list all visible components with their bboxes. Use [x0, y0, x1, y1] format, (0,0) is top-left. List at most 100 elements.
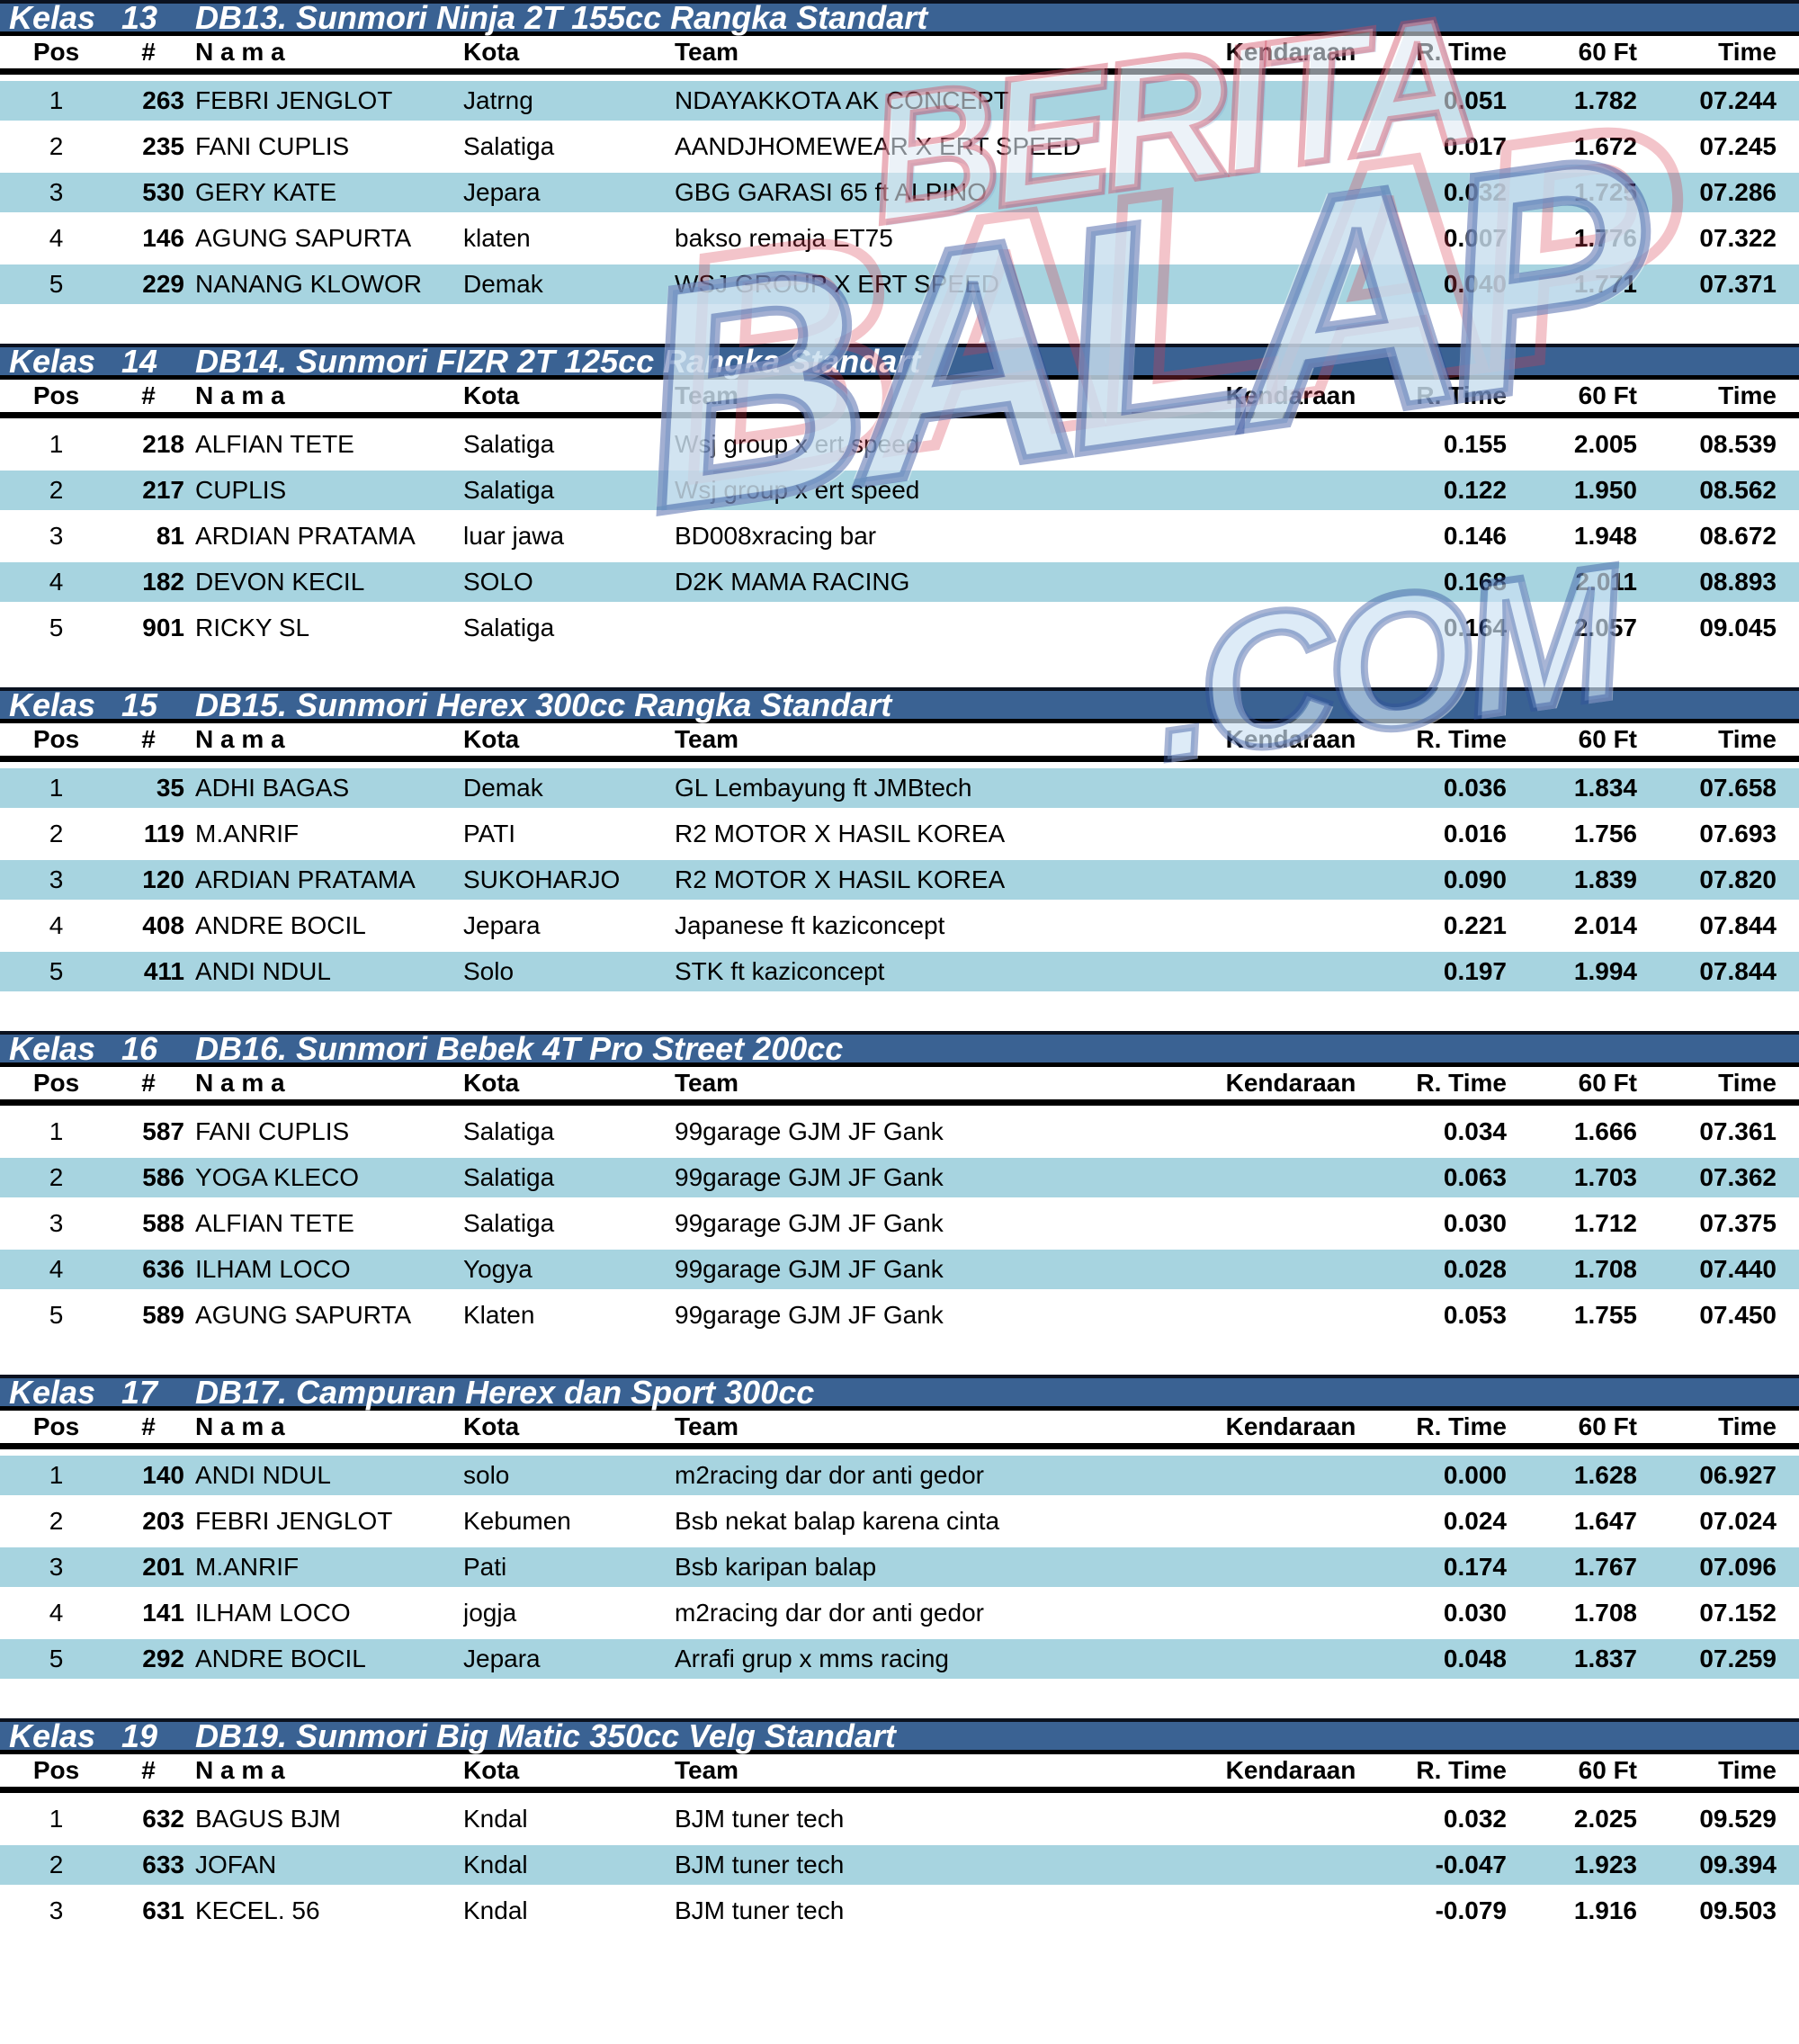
cell-team: m2racing dar dor anti gedor: [675, 1599, 984, 1627]
cell-rtime: 0.030: [1443, 1209, 1507, 1237]
cell-num: 35: [156, 774, 184, 802]
cell-num: 141: [142, 1599, 184, 1627]
cell-team: bakso remaja ET75: [675, 224, 893, 252]
result-row: 4 636 ILHAM LOCO Yogya 99garage GJM JF Gank 0…: [0, 1250, 1799, 1289]
cell-sixty: 1.771: [1573, 270, 1637, 298]
column-header-team: Team: [675, 1412, 739, 1440]
cell-rtime: -0.079: [1435, 1896, 1507, 1924]
result-row: 5 292 ANDRE BOCIL Jepara Arrafi grup x mms r…: [0, 1639, 1799, 1679]
cell-rtime: 0.028: [1443, 1255, 1507, 1283]
column-header-time: Time: [1718, 725, 1777, 753]
column-header-nama: N a m a: [195, 38, 285, 66]
cell-team: GBG GARASI 65 ft ALPINO: [675, 178, 988, 206]
cell-rtime: -0.047: [1435, 1851, 1507, 1878]
cell-nama: ANDI NDUL: [195, 1461, 331, 1489]
cell-nama: ILHAM LOCO: [195, 1255, 351, 1283]
cell-kota: Salatiga: [463, 614, 555, 641]
cell-team: WSJ GROUP X ERT SPEED: [675, 270, 999, 298]
cell-sixty: 1.628: [1573, 1461, 1637, 1489]
column-header-nama: N a m a: [195, 725, 285, 753]
cell-pos: 3: [49, 178, 64, 206]
kelas-number: 16: [121, 1029, 158, 1067]
cell-kota: Solo: [463, 957, 515, 985]
cell-rtime: 0.146: [1443, 522, 1507, 550]
cell-nama: ANDI NDUL: [195, 957, 331, 985]
column-header-kota: Kota: [463, 725, 520, 753]
cell-team: Bsb karipan balap: [675, 1553, 877, 1581]
cell-team: BD008xracing bar: [675, 522, 877, 550]
result-row: 3 120 ARDIAN PRATAMA SUKOHARJO R2 MOTOR X HA…: [0, 860, 1799, 900]
column-header-pos: Pos: [32, 1069, 80, 1097]
cell-team: 99garage GJM JF Gank: [675, 1301, 944, 1329]
cell-nama: CUPLIS: [195, 476, 287, 504]
cell-pos: 4: [49, 1255, 64, 1283]
result-row: 4 182 DEVON KECIL SOLO D2K MAMA RACING 0.168 2…: [0, 562, 1799, 602]
result-row: 5 589 AGUNG SAPURTA Klaten 99garage GJM JF G…: [0, 1295, 1799, 1335]
column-header-num: #: [141, 1412, 156, 1440]
cell-team: 99garage GJM JF Gank: [675, 1117, 944, 1145]
cell-pos: 3: [49, 865, 64, 893]
cell-pos: 3: [49, 522, 64, 550]
cell-nama: FEBRI JENGLOT: [195, 86, 393, 114]
column-header-time: Time: [1718, 1069, 1777, 1097]
cell-num: 292: [142, 1645, 184, 1672]
cell-kota: luar jawa: [463, 522, 565, 550]
column-header-kota: Kota: [463, 1069, 520, 1097]
cell-pos: 5: [49, 270, 64, 298]
cell-time: 09.045: [1699, 614, 1777, 641]
kelas-label: Kelas: [9, 686, 96, 723]
cell-num: 218: [142, 430, 184, 458]
cell-rtime: 0.024: [1443, 1507, 1507, 1535]
class-title: DB13. Sunmori Ninja 2T 155cc Rangka Stan…: [195, 0, 928, 36]
cell-nama: ANDRE BOCIL: [195, 1645, 366, 1672]
kelas-number: 14: [121, 342, 158, 380]
class-results-table: Kelas 19 DB19. Sunmori Big Matic 350cc Vel…: [0, 1717, 1799, 1931]
cell-team: NDAYAKKOTA AK CONCEPT: [675, 86, 1009, 114]
kelas-number: 19: [121, 1717, 158, 1754]
class-title-bar: Kelas 19 DB19. Sunmori Big Matic 350cc Vel…: [0, 1717, 1799, 1754]
column-header-rtime: R. Time: [1416, 725, 1507, 753]
result-row: 1 587 FANI CUPLIS Salatiga 99garage GJM JF G…: [0, 1112, 1799, 1152]
cell-num: 408: [142, 911, 184, 939]
cell-sixty: 2.057: [1573, 614, 1637, 641]
cell-num: 631: [142, 1896, 184, 1924]
cell-time: 07.375: [1699, 1209, 1777, 1237]
result-row: 5 411 ANDI NDUL Solo STK ft kaziconcept 0.197…: [0, 952, 1799, 991]
cell-nama: ARDIAN PRATAMA: [195, 865, 416, 893]
cell-nama: FANI CUPLIS: [195, 1117, 350, 1145]
cell-kota: Salatiga: [463, 132, 555, 160]
kelas-label: Kelas: [9, 342, 96, 380]
cell-num: 636: [142, 1255, 184, 1283]
column-header-time: Time: [1718, 38, 1777, 66]
column-header-rtime: R. Time: [1416, 1069, 1507, 1097]
kelas-number: 15: [121, 686, 158, 723]
column-header-pos: Pos: [32, 38, 80, 66]
column-header-num: #: [141, 38, 156, 66]
cell-time: 07.450: [1699, 1301, 1777, 1329]
result-row: 1 218 ALFIAN TETE Salatiga Wsj group x ert s…: [0, 425, 1799, 464]
class-title-bar: Kelas 17 DB17. Campuran Herex dan Sport 30…: [0, 1374, 1799, 1411]
column-header-team: Team: [675, 38, 739, 66]
cell-time: 08.672: [1699, 522, 1777, 550]
cell-kota: Klaten: [463, 1301, 535, 1329]
cell-kota: solo: [463, 1461, 510, 1489]
column-header-nama: N a m a: [195, 1069, 285, 1097]
cell-kota: Salatiga: [463, 430, 555, 458]
cell-pos: 2: [49, 132, 64, 160]
cell-time: 07.322: [1699, 224, 1777, 252]
cell-pos: 2: [49, 820, 64, 847]
cell-time: 08.539: [1699, 430, 1777, 458]
header-rule: [0, 1099, 1799, 1106]
cell-kota: Kndal: [463, 1896, 528, 1924]
cell-kota: SUKOHARJO: [463, 865, 621, 893]
kelas-label: Kelas: [9, 1717, 96, 1754]
cell-num: 235: [142, 132, 184, 160]
cell-num: 586: [142, 1163, 184, 1191]
column-header-kota: Kota: [463, 1756, 520, 1784]
header-rule: [0, 1443, 1799, 1449]
class-title: DB16. Sunmori Bebek 4T Pro Street 200cc: [195, 1029, 844, 1067]
cell-rtime: 0.000: [1443, 1461, 1507, 1489]
cell-rtime: 0.122: [1443, 476, 1507, 504]
cell-num: 633: [142, 1851, 184, 1878]
cell-time: 07.820: [1699, 865, 1777, 893]
